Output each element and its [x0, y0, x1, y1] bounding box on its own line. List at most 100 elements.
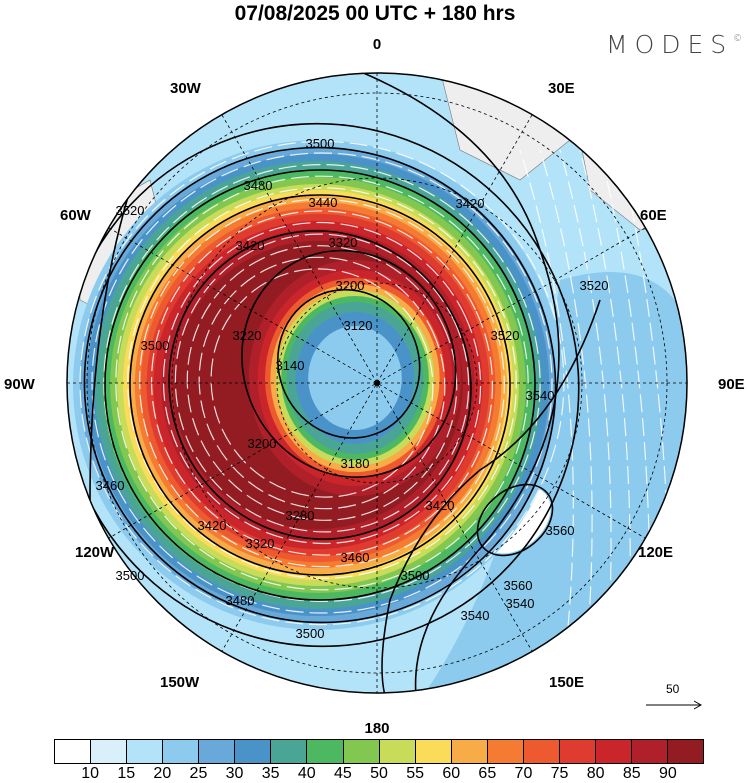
jet-core-low: [248, 260, 462, 496]
contour-label: 3420: [426, 498, 455, 513]
colorbar-swatch: [487, 740, 524, 763]
map-title: 07/08/2025 00 UTC + 180 hrs: [234, 2, 516, 25]
streamline: [139, 198, 505, 568]
colorbar-tick-label: 60: [442, 765, 461, 782]
lon-label-120e: 120E: [638, 544, 673, 561]
contour-label: 3460: [96, 478, 125, 493]
contour-label: 3180: [341, 456, 370, 471]
contour-label: 3520: [491, 328, 520, 343]
contour-label: 3540: [526, 388, 555, 403]
lon-label-90e: 90E: [718, 376, 745, 393]
height-contour: [476, 483, 554, 557]
colorbar-swatch: [343, 740, 380, 763]
colorbar-tick-label: 10: [81, 765, 100, 782]
height-contour: [129, 194, 511, 576]
colorbar-swatch: [307, 740, 344, 763]
colorbar-swatch: [127, 740, 164, 763]
colorbar-swatch: [451, 740, 488, 763]
contour-label: 3220: [233, 328, 262, 343]
colorbar-swatch: [415, 740, 452, 763]
height-contour: [168, 230, 472, 540]
lon-label-180: 180: [364, 720, 389, 737]
streamline: [186, 245, 458, 521]
lon-label-60w: 60W: [60, 207, 92, 224]
streamline: [150, 210, 494, 556]
contour-label: 3540: [461, 608, 490, 623]
colorbar-tick-label: 35: [261, 765, 280, 782]
contour-label: 3120: [344, 318, 373, 333]
colorbar-tick-label: 90: [658, 765, 677, 782]
colorbar-tick-label: 15: [117, 765, 136, 782]
contour-label: 3560: [546, 523, 575, 538]
wind-scale-arrow: [646, 700, 703, 710]
colorbar-tick-label: 85: [622, 765, 641, 782]
streamline: [198, 256, 446, 510]
contour-label: 3500: [401, 568, 430, 583]
lon-label-150e: 150E: [549, 674, 584, 691]
colorbar-tick-label: 75: [550, 765, 569, 782]
north-pole-marker: [374, 380, 380, 386]
lon-label-120w: 120W: [75, 544, 115, 561]
contour-label: 3500: [306, 136, 335, 151]
streamline: [174, 233, 470, 533]
lon-label-150w: 150W: [160, 674, 200, 691]
longitude-labels: 0 30E 60E 90E 120E 150E 180 150W 120W 90…: [4, 36, 745, 737]
lon-label-30w: 30W: [170, 80, 202, 97]
colorbar-swatch: [235, 740, 272, 763]
contour-label: 3280: [286, 508, 315, 523]
lon-label-30e: 30E: [548, 80, 575, 97]
contour-label: 3520: [116, 203, 145, 218]
colorbar-tick-label: 50: [370, 765, 388, 782]
contour-label: 3500: [141, 338, 170, 353]
contour-label: 3480: [226, 593, 255, 608]
modes-logo: MODES©: [606, 30, 742, 59]
colorbar-tick-label: 30: [225, 765, 244, 782]
map-boundary: [66, 72, 688, 694]
colorbar-tick-label: 70: [514, 765, 533, 782]
colorbar: [54, 739, 704, 764]
colorbar-swatch: [523, 740, 560, 763]
contour-label: 3540: [506, 596, 535, 611]
logo-text: MODES: [606, 30, 734, 59]
colorbar-tick-label: 65: [478, 765, 497, 782]
graticule: [67, 73, 687, 693]
contour-label: 3420: [236, 238, 265, 253]
contour-label: 3420: [456, 196, 485, 211]
colorbar-ticks: 10 15 20 25 30 35 40 45 50 55 60 65 70 75 80 85 90: [0, 765, 750, 783]
wind-scale-label: 50: [666, 682, 680, 696]
core-band: [308, 326, 402, 430]
contour-label: 3500: [116, 568, 145, 583]
streamline: [115, 175, 529, 591]
contour-label: 3500: [296, 626, 325, 641]
colorbar-swatch: [163, 740, 200, 763]
streamline: [79, 140, 565, 626]
colorbar-swatch: [595, 740, 632, 763]
height-contour: [241, 249, 457, 478]
colorbar-tick-label: 20: [153, 765, 172, 782]
contour-label: 3460: [341, 550, 370, 565]
contour-label: 3320: [329, 235, 358, 250]
colorbar-tick-label: 40: [297, 765, 316, 782]
colorbar-swatch: [199, 740, 236, 763]
colorbar-tick-label: 25: [189, 765, 208, 782]
lon-label-60e: 60E: [640, 207, 667, 224]
contour-label: 3200: [248, 436, 277, 451]
contour-label: 3560: [504, 578, 533, 593]
lon-label-0: 0: [373, 36, 381, 53]
contour-label: 3200: [336, 278, 365, 293]
colorbar-swatch: [271, 740, 308, 763]
colorbar-swatch: [91, 740, 128, 763]
height-contour: [329, 73, 560, 693]
contour-label: 3440: [309, 195, 338, 210]
height-contour: [104, 169, 536, 601]
colorbar-swatch: [632, 740, 669, 763]
height-contour: [277, 288, 421, 439]
streamline: [162, 221, 482, 545]
streamline: [91, 152, 553, 614]
contour-label: 3520: [580, 278, 609, 293]
contour-label: 3320: [246, 536, 275, 551]
colorbar-swatch: [559, 740, 596, 763]
colorbar-tick-label: 55: [406, 765, 425, 782]
colorbar-swatch: [55, 740, 92, 763]
